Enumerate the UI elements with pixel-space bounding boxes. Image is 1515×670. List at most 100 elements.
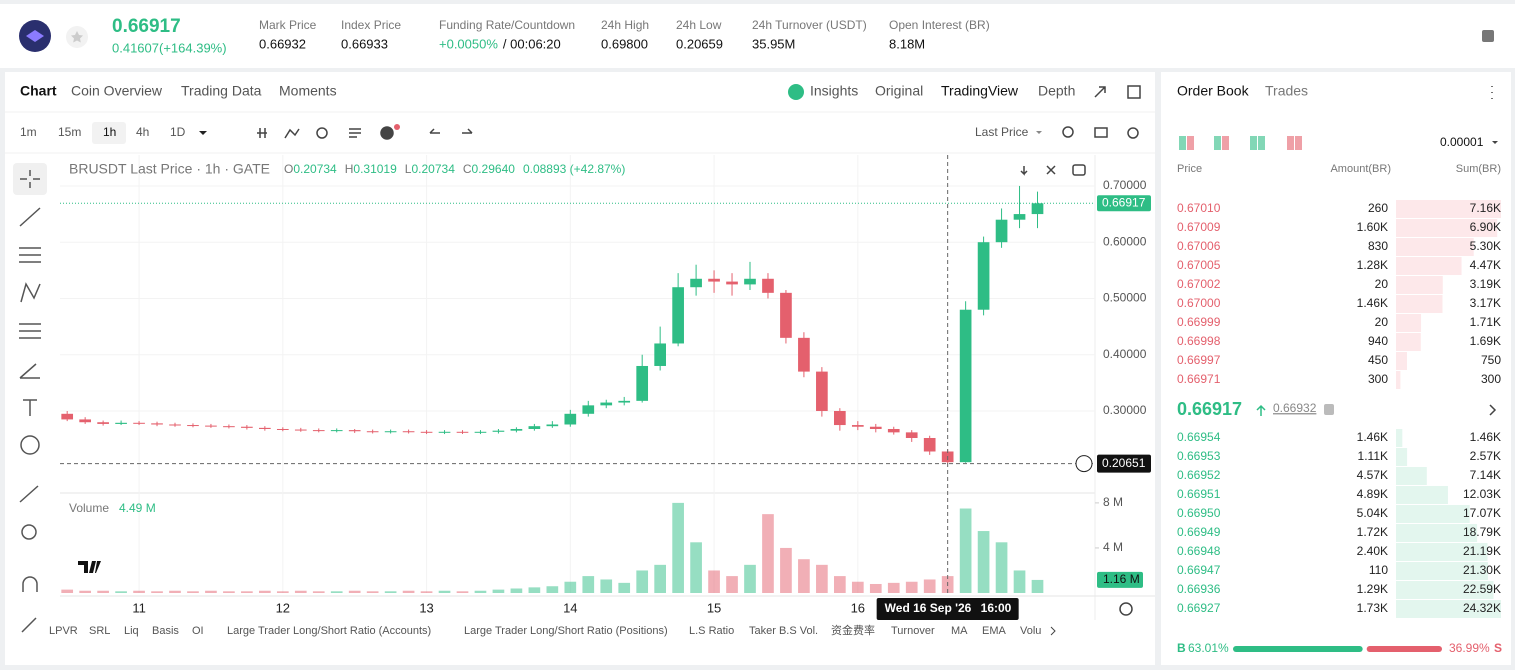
ob-price: 0.67005 (1177, 258, 1221, 272)
view-tab[interactable]: Insights (810, 83, 858, 99)
volume-bar (977, 531, 990, 593)
depth-bar (1396, 257, 1462, 275)
ob-tab[interactable]: Order Book (1177, 83, 1250, 99)
view-icon[interactable] (1214, 136, 1221, 150)
interval[interactable]: 1h (103, 125, 116, 139)
menu-icon[interactable] (1482, 30, 1494, 42)
ob-sum: 3.19K (1470, 277, 1501, 291)
view-icon[interactable] (1179, 136, 1186, 150)
legend-value: 0.20734 (411, 162, 455, 176)
precision[interactable]: 0.00001 (1440, 135, 1484, 149)
interval[interactable]: 1m (20, 125, 37, 139)
indicator-tab[interactable]: Large Trader Long/Short Ratio (Positions… (464, 625, 668, 637)
candle-body (456, 431, 469, 433)
dropdown-arrow[interactable] (199, 131, 207, 135)
ob-amount: 4.57K (1357, 468, 1388, 482)
indicator-tab[interactable]: Basis (152, 625, 179, 637)
volume-bar (259, 590, 271, 593)
ob-price: 0.67006 (1177, 239, 1221, 253)
indicator-tab[interactable]: LPVR (49, 625, 78, 637)
legend-value: 0.20734 (293, 162, 337, 176)
indicator-tab[interactable]: Turnover (891, 625, 935, 637)
indicator-tab[interactable]: 资金费率 (831, 623, 875, 637)
x-tick-label: 11 (132, 600, 146, 615)
depth-bar (1396, 352, 1407, 370)
candle-body (851, 425, 864, 427)
candle-body (582, 405, 595, 414)
indicator-tab[interactable]: OI (192, 625, 204, 637)
ob-amount: 1.46K (1357, 296, 1388, 310)
ob-price: 0.66951 (1177, 487, 1221, 501)
tab[interactable]: Chart (20, 83, 57, 99)
ob-amount: 1.60K (1357, 220, 1388, 234)
volume-bar (744, 564, 756, 593)
candle-body (330, 430, 343, 432)
indicator-tab[interactable]: SRL (89, 625, 110, 637)
indicator-tab[interactable]: MA (951, 625, 968, 637)
sell-letter: S (1494, 641, 1502, 655)
candle-body (402, 431, 415, 433)
view-icon[interactable] (1222, 136, 1229, 150)
interval[interactable]: 15m (58, 125, 81, 139)
volume-bar (1013, 570, 1026, 593)
candle-body (600, 402, 613, 406)
ob-tab[interactable]: Trades (1265, 83, 1308, 99)
view-tab[interactable]: Depth (1038, 83, 1075, 99)
scroll-arrow[interactable] (1050, 626, 1056, 636)
ob-price: 0.66950 (1177, 506, 1221, 520)
stat-value: 0.20659 (676, 36, 723, 51)
candle-body (1031, 203, 1044, 215)
indicator-tab[interactable]: Large Trader Long/Short Ratio (Accounts) (227, 625, 431, 637)
candle-body (259, 427, 271, 429)
settings-icon[interactable] (1119, 602, 1133, 616)
indicator-tab[interactable]: EMA (982, 625, 1007, 637)
ob-sum: 3.17K (1470, 296, 1501, 310)
ob-amount: 110 (1369, 563, 1388, 577)
tab[interactable]: Coin Overview (71, 83, 163, 99)
chevron[interactable] (1489, 404, 1497, 416)
indicator-tab[interactable]: Taker B.S Vol. (749, 625, 818, 637)
view-icon[interactable] (1250, 136, 1257, 150)
volume-bar (223, 591, 235, 593)
indicator-tab[interactable]: Liq (124, 625, 139, 637)
ob-price: 0.66999 (1177, 315, 1221, 329)
volume-bar (762, 514, 774, 593)
volume-bar (528, 587, 541, 593)
drawing-tools[interactable] (13, 163, 47, 633)
ob-col: Price (1177, 163, 1202, 175)
view-icon[interactable] (1295, 136, 1302, 150)
view-tab[interactable]: TradingView (941, 83, 1019, 99)
x-tick-label: 14 (563, 600, 577, 615)
candle-body (241, 426, 253, 428)
buy-letter: B (1177, 641, 1186, 655)
y-tick-label: 0.50000 (1103, 291, 1147, 305)
interval[interactable]: 1D (170, 125, 186, 139)
view-icon[interactable] (1258, 136, 1265, 150)
price-source[interactable]: Last Price (975, 125, 1029, 139)
add-alert[interactable] (1075, 455, 1093, 473)
view-tab[interactable]: Original (875, 83, 923, 99)
ob-amount: 20 (1375, 315, 1389, 329)
stat-value: 35.95M (752, 36, 795, 51)
ob-amount: 450 (1368, 353, 1388, 367)
tab[interactable]: Trading Data (181, 83, 262, 99)
indicator-tab[interactable]: Volu (1020, 625, 1041, 637)
ob-price: 0.66954 (1177, 430, 1221, 444)
crosshair-time-box (876, 598, 1019, 620)
candle-body (798, 337, 810, 372)
candle-body (834, 410, 846, 426)
ob-amount: 830 (1368, 239, 1388, 253)
tab[interactable]: Moments (279, 83, 337, 99)
interval[interactable]: 4h (136, 125, 149, 139)
chart-toolbar-icons[interactable] (257, 85, 1493, 176)
indicator-tab[interactable]: L.S Ratio (689, 625, 734, 637)
ob-col: Sum(BR) (1456, 163, 1501, 175)
volume-bar (726, 576, 738, 593)
candle-body (61, 413, 74, 420)
depth-bar (1396, 314, 1422, 332)
view-icon[interactable] (1187, 136, 1194, 150)
ob-sum: 1.69K (1470, 334, 1501, 348)
view-icon[interactable] (1287, 136, 1294, 150)
volume-bar (420, 591, 433, 593)
